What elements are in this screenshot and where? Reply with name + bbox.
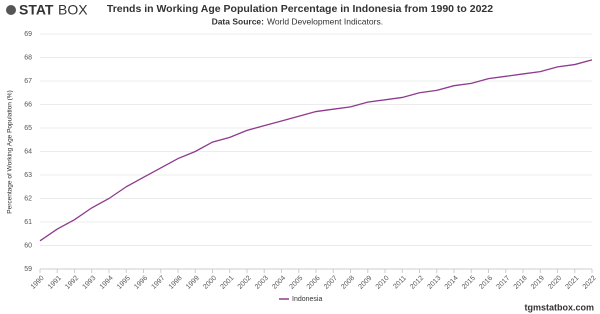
footer: tgmstatbox.com bbox=[524, 302, 594, 312]
line bbox=[39, 59, 593, 242]
y-tick-label: 65 bbox=[24, 125, 32, 132]
logo-text: BOX bbox=[58, 2, 88, 18]
x-tick-label: 2000 bbox=[202, 275, 218, 291]
x-tick-label: 2008 bbox=[340, 275, 356, 291]
x-tick-label: 2003 bbox=[254, 275, 270, 291]
x-tick-label: 2006 bbox=[306, 275, 322, 291]
x-tick-label: 2004 bbox=[271, 275, 287, 291]
y-axis-label: Percentage of Working Age Population (%) bbox=[7, 90, 14, 213]
x-tick-label: 1999 bbox=[185, 275, 201, 291]
x-tick-label: 2012 bbox=[409, 275, 425, 291]
x-tick-label: 2018 bbox=[513, 275, 529, 291]
x-tick-label: 1990 bbox=[30, 275, 46, 291]
x-tick-label: 2002 bbox=[237, 275, 253, 291]
subtitle-label: Data Source: bbox=[212, 16, 265, 26]
y-tick-label: 66 bbox=[24, 101, 32, 108]
x-tick-label: 2011 bbox=[392, 275, 408, 291]
x-tick-label: 2007 bbox=[323, 275, 339, 291]
x-tick-label: 2019 bbox=[530, 275, 546, 291]
x-tick-label: 2020 bbox=[547, 275, 563, 291]
x-tick-label: 2005 bbox=[289, 275, 305, 291]
y-tick-label: 67 bbox=[24, 78, 32, 85]
legend-label: Indonesia bbox=[292, 296, 322, 303]
logo-icon bbox=[6, 5, 16, 15]
x-tick-label: 2017 bbox=[496, 275, 512, 291]
x-tick-label: 1992 bbox=[64, 275, 80, 291]
y-tick-label: 68 bbox=[24, 54, 32, 61]
x-tick-label: 1997 bbox=[151, 275, 167, 291]
y-tick-label: 61 bbox=[24, 219, 32, 226]
y-tick-label: 69 bbox=[24, 31, 32, 38]
y-tick-label: 64 bbox=[24, 148, 32, 155]
x-tick-label: 2013 bbox=[427, 275, 443, 291]
x-tick-label: 2016 bbox=[478, 275, 494, 291]
x-tick-label: 2022 bbox=[582, 275, 598, 291]
x-tick-label: 1994 bbox=[99, 275, 115, 291]
x-tick-label: 2014 bbox=[444, 275, 460, 291]
subtitle: World Development Indicators. bbox=[267, 16, 383, 26]
x-tick-label: 1998 bbox=[168, 275, 184, 291]
y-tick-label: 59 bbox=[24, 266, 32, 273]
x-tick-label: 2021 bbox=[565, 275, 581, 291]
y-tick-label: 63 bbox=[24, 172, 32, 179]
x-tick-label: 1995 bbox=[116, 275, 132, 291]
x-tick-label: 2010 bbox=[375, 275, 391, 291]
x-tick-label: 2009 bbox=[358, 275, 374, 291]
y-tick-label: 62 bbox=[24, 195, 32, 202]
y-tick-label: 60 bbox=[24, 242, 32, 249]
x-tick-label: 2015 bbox=[461, 275, 477, 291]
logo: STAT BOX bbox=[6, 2, 88, 18]
logo-text: STAT bbox=[19, 2, 54, 18]
x-tick-label: 1991 bbox=[47, 275, 63, 291]
chart-title: Trends in Working Age Population Percent… bbox=[107, 3, 493, 15]
x-tick-label: 1996 bbox=[133, 275, 149, 291]
x-tick-label: 1993 bbox=[82, 275, 98, 291]
x-tick-label: 2001 bbox=[220, 275, 236, 291]
